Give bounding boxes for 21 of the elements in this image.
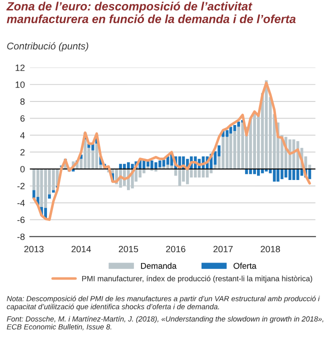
- y-tick-label: 6: [20, 115, 25, 122]
- x-tick-label: 2014: [72, 246, 91, 252]
- y-tick-label: 8: [20, 98, 25, 105]
- x-tick-label: 2015: [118, 246, 138, 252]
- x-tick-label: 2018: [260, 246, 280, 252]
- y-tick-label: -6: [17, 216, 25, 224]
- chart-subtitle: Contribució (punts): [7, 42, 88, 52]
- chart-title: Zona de l’euro: descomposició de l’activitat manufacturera en funció de la demanda i de l’oferta: [6, 2, 296, 24]
- y-tick-label: 2: [20, 149, 25, 156]
- y-tick-label: 12: [16, 64, 25, 71]
- x-tick-label: 2013: [24, 246, 44, 252]
- y-tick-label: -4: [17, 200, 25, 206]
- y-tick-label: 4: [20, 132, 25, 138]
- legend-label: Oferta: [234, 262, 256, 269]
- y-tick-label: -2: [17, 182, 25, 190]
- x-tick-label: 2017: [213, 246, 233, 252]
- y-tick-label: -8: [17, 234, 25, 240]
- x-tick-label: 2016: [166, 246, 186, 252]
- legend-label: Demanda: [141, 262, 177, 269]
- y-tick-label: 10: [16, 81, 25, 88]
- y-tick-label: 0: [20, 166, 25, 172]
